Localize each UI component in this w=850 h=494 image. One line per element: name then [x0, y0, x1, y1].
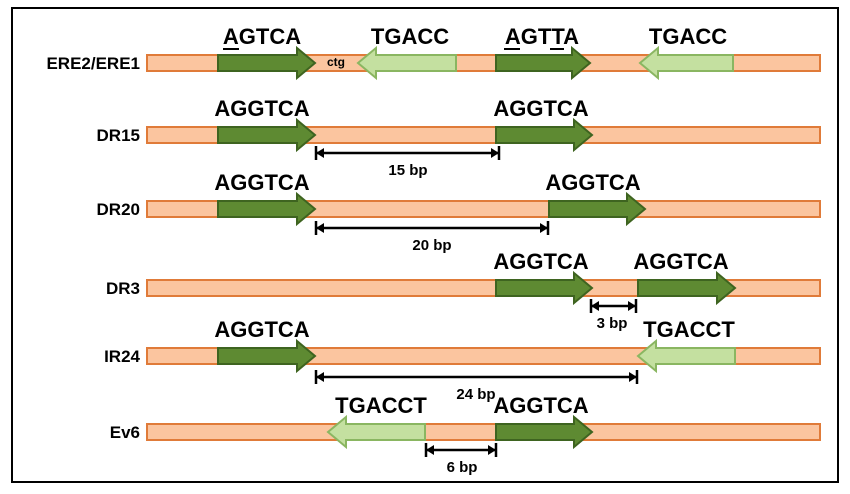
- dna-strand: [146, 126, 821, 144]
- motif-label: AGGTCA: [493, 96, 588, 121]
- motif-label: AGGTCA: [214, 170, 309, 195]
- motif-arrow: [636, 338, 736, 374]
- dna-strand: [146, 200, 821, 218]
- motif-label: AGGTCA: [633, 249, 728, 274]
- motif-arrow: [637, 270, 737, 306]
- spacer-note: ctg: [327, 55, 345, 69]
- row-label: Ev6: [110, 423, 140, 442]
- spacer-label: 15 bp: [388, 162, 427, 179]
- motif-arrow: [326, 414, 426, 450]
- motif-arrow: [217, 117, 317, 153]
- motif-arrow: [495, 45, 592, 81]
- row-label: DR3: [106, 279, 140, 298]
- spacer-label: 6 bp: [447, 459, 478, 476]
- motif-label: AGGTCA: [214, 96, 309, 121]
- row-label: DR20: [97, 200, 140, 219]
- motif-arrow: [217, 191, 317, 227]
- spacer-label: 20 bp: [412, 237, 451, 254]
- motif-label: AGGTCA: [545, 170, 640, 195]
- row-label: IR24: [104, 347, 140, 366]
- motif-label: TGACC: [371, 24, 449, 49]
- motif-label: AGTTA: [505, 24, 579, 49]
- motif-arrow: [495, 270, 594, 306]
- motif-label: TGACC: [649, 24, 727, 49]
- dna-strand: [146, 423, 821, 441]
- spacer-label: 3 bp: [597, 315, 628, 332]
- motif-label: TGACCT: [643, 317, 735, 342]
- row-label: ERE2/ERE1: [46, 54, 140, 73]
- frame: [11, 7, 839, 483]
- row-label: DR15: [97, 126, 140, 145]
- motif-arrow: [548, 191, 647, 227]
- spacer-head: [426, 445, 496, 455]
- motif-arrow: [638, 45, 734, 81]
- motif-arrow: [217, 338, 317, 374]
- spacer-label: 24 bp: [456, 386, 495, 403]
- motif-label: AGGTCA: [493, 249, 588, 274]
- motif-label: TGACCT: [335, 393, 427, 418]
- motif-arrow: [217, 45, 317, 81]
- motif-arrow: [495, 117, 594, 153]
- motif-arrow: [495, 414, 594, 450]
- motif-label: AGTCA: [223, 24, 301, 49]
- motif-arrow: [356, 45, 457, 81]
- motif-label: AGGTCA: [214, 317, 309, 342]
- motif-label: AGGTCA: [493, 393, 588, 418]
